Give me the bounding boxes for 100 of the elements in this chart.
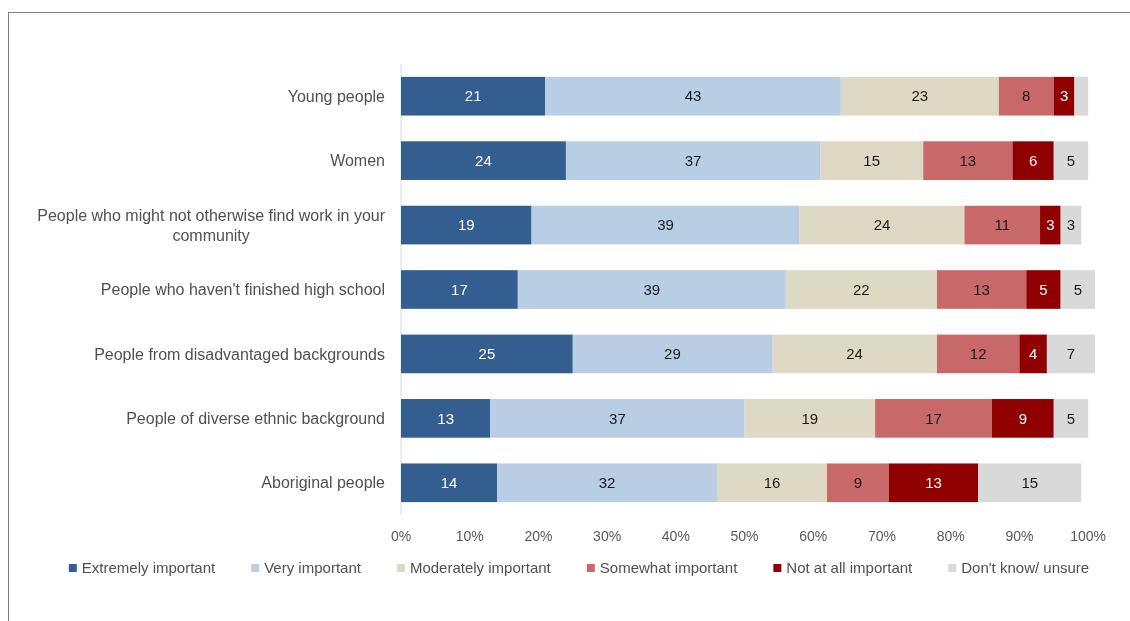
bar [827,463,889,503]
y-tick-label: Young people [287,87,386,105]
bar [1046,334,1095,374]
bar [572,334,773,374]
bar [490,399,745,438]
bar [545,76,841,116]
y-tick-label: People of diverse ethnic background [126,409,385,427]
bar [772,334,937,374]
bar [1012,141,1054,180]
data-label: 14 [440,474,458,492]
data-label: 3 [1066,216,1076,234]
data-label: 23 [911,87,929,105]
data-label: 7 [1066,345,1076,363]
data-label: 13 [437,409,455,427]
data-label: 24 [846,345,863,363]
bar [401,76,546,116]
bar [1060,270,1095,309]
data-label: 5 [1073,280,1082,298]
data-label: 24 [475,151,492,169]
bar [744,399,876,438]
bar [717,463,828,503]
data-label: 11 [994,216,1011,234]
bar [565,141,821,180]
legend-label: Not at all important [786,559,914,577]
data-label: 12 [969,345,987,363]
data-label: 39 [643,280,661,298]
data-label: 9 [1018,409,1028,427]
data-label: 6 [1028,151,1038,169]
bar [1053,141,1089,180]
x-tick-label: 50% [730,528,759,544]
bar [799,205,965,245]
bar [785,270,937,309]
bar [964,205,1041,245]
bar [1053,76,1075,116]
data-label: 13 [973,280,990,298]
bar [875,399,992,438]
data-label: 3 [1059,87,1069,105]
x-tick-label: 20% [524,528,553,544]
bar [401,399,491,438]
bar [840,76,999,116]
y-tick-label: Aboriginal people [261,474,386,492]
y-tick-label: People from disadvantaged backgrounds [94,345,385,363]
data-label: 9 [853,474,863,492]
x-tick-label: 0% [390,528,412,544]
data-label: 37 [609,409,626,427]
x-tick-label: 10% [455,528,484,544]
y-tick-label: People who might not otherwise find work in your community [37,206,386,244]
bar [1053,399,1089,438]
data-label: 32 [598,474,616,492]
data-label: 15 [1021,474,1039,492]
data-label: 15 [863,151,881,169]
data-label: 19 [801,409,819,427]
legend-label: Don't know/ unsure [961,559,1090,577]
x-tick-label: 30% [593,528,622,544]
data-label: 4 [1028,345,1038,363]
bar [401,141,566,180]
data-label: 16 [763,474,781,492]
data-label: 5 [1066,151,1076,169]
bar [1074,76,1089,116]
x-tick-label: 100% [1070,528,1107,544]
legend-label: Extremely important [81,559,217,577]
x-tick-label: 40% [661,528,690,544]
data-label: 21 [464,87,482,105]
data-label: 5 [1066,409,1076,427]
data-label: 29 [664,345,681,363]
bar [401,334,573,374]
x-tick-label: 80% [936,528,965,544]
data-label: 39 [657,216,674,234]
bar [888,463,979,503]
data-label: 13 [925,474,942,492]
data-label: 25 [478,345,496,363]
legend-label: Somewhat important [599,559,739,577]
data-label: 5 [1039,280,1048,298]
x-tick-label: 90% [1005,528,1034,544]
bar [820,141,924,180]
bar [401,205,532,245]
legend-label: Moderately important [409,559,552,577]
bar [1026,270,1061,309]
legend-label: Very important [264,559,362,577]
data-label: 37 [684,151,702,169]
data-label: 22 [853,280,870,298]
bar [978,463,1082,503]
data-label: 8 [1022,87,1031,105]
data-label: 19 [457,216,475,234]
data-label: 43 [684,87,702,105]
y-tick-label: People who haven't finished high school [100,281,385,299]
data-label: 17 [451,280,468,298]
bar [517,270,786,309]
bar [401,463,498,503]
bar [1040,205,1061,245]
data-label: 24 [873,216,891,234]
bar [1019,334,1047,374]
data-label: 3 [1046,216,1055,234]
x-tick-label: 70% [867,528,897,544]
data-label: 13 [959,151,977,169]
bar [401,270,518,309]
bar [497,463,718,503]
bar [923,141,1013,180]
bar [998,76,1054,116]
bar [991,399,1054,438]
